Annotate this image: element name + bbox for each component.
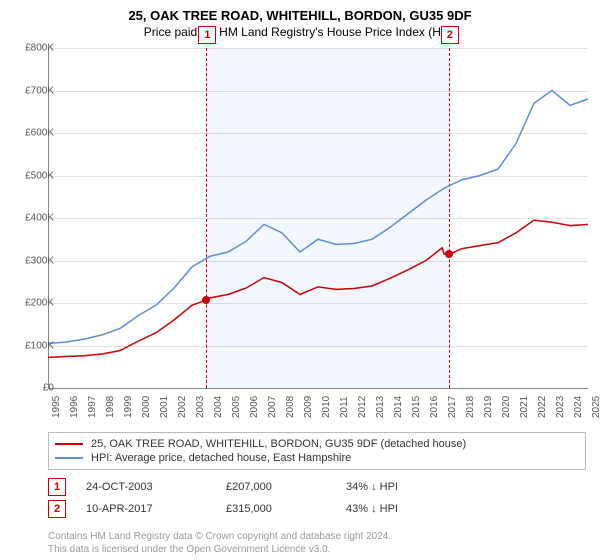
y-axis-label: £0	[10, 383, 54, 394]
x-axis-label: 2023	[555, 396, 566, 418]
x-axis-label: 2012	[357, 396, 368, 418]
marker-label: 2	[441, 26, 459, 44]
y-axis-label: £400K	[10, 213, 54, 224]
x-axis-label: 2004	[213, 396, 224, 418]
x-axis-label: 2007	[267, 396, 278, 418]
event-row: 2 10-APR-2017£315,00043% ↓ HPI	[48, 500, 588, 518]
x-axis-label: 2018	[465, 396, 476, 418]
x-axis-label: 1998	[105, 396, 116, 418]
legend-label: 25, OAK TREE ROAD, WHITEHILL, BORDON, GU…	[91, 438, 466, 450]
x-axis-label: 2014	[393, 396, 404, 418]
y-axis-label: £100K	[10, 340, 54, 351]
y-axis-label: £700K	[10, 85, 54, 96]
chart-area: 12	[48, 48, 588, 388]
copyright-line-1: Contains HM Land Registry data © Crown c…	[48, 530, 391, 543]
x-axis-label: 1995	[51, 396, 62, 418]
hpi-line	[48, 91, 588, 344]
legend-label: HPI: Average price, detached house, East…	[91, 452, 351, 464]
legend-item: HPI: Average price, detached house, East…	[55, 451, 579, 465]
legend-swatch	[55, 457, 83, 459]
event-marker: 2	[48, 500, 66, 518]
x-axis-label: 2005	[231, 396, 242, 418]
x-axis-label: 2000	[141, 396, 152, 418]
marker-label: 1	[198, 26, 216, 44]
legend-swatch	[55, 443, 83, 445]
x-axis-label: 2025	[591, 396, 600, 418]
x-axis-label: 2009	[303, 396, 314, 418]
x-axis-label: 1999	[123, 396, 134, 418]
x-axis-label: 2003	[195, 396, 206, 418]
x-axis-label: 2020	[501, 396, 512, 418]
x-axis-label: 2024	[573, 396, 584, 418]
y-axis-label: £200K	[10, 298, 54, 309]
x-axis-label: 1997	[87, 396, 98, 418]
x-axis-label: 2021	[519, 396, 530, 418]
y-axis-label: £500K	[10, 170, 54, 181]
x-axis-label: 2008	[285, 396, 296, 418]
event-pct: 43% ↓ HPI	[346, 503, 466, 515]
event-pct: 34% ↓ HPI	[346, 481, 466, 493]
title-sub: Price paid vs. HM Land Registry's House …	[0, 23, 600, 39]
line-svg	[48, 48, 588, 388]
property-line	[48, 220, 588, 357]
x-axis-label: 2001	[159, 396, 170, 418]
legend-item: 25, OAK TREE ROAD, WHITEHILL, BORDON, GU…	[55, 437, 579, 451]
legend: 25, OAK TREE ROAD, WHITEHILL, BORDON, GU…	[48, 432, 586, 470]
event-row: 1 24-OCT-2003£207,00034% ↓ HPI	[48, 478, 588, 496]
x-axis-label: 2006	[249, 396, 260, 418]
y-axis-label: £600K	[10, 128, 54, 139]
x-axis-label: 1996	[69, 396, 80, 418]
event-date: 10-APR-2017	[86, 503, 226, 515]
event-price: £315,000	[226, 503, 346, 515]
x-axis	[48, 388, 588, 389]
event-price: £207,000	[226, 481, 346, 493]
x-axis-label: 2015	[411, 396, 422, 418]
x-axis-label: 2011	[339, 396, 350, 418]
chart-container: 25, OAK TREE ROAD, WHITEHILL, BORDON, GU…	[0, 0, 600, 560]
copyright-line-2: This data is licensed under the Open Gov…	[48, 543, 391, 556]
event-marker: 1	[48, 478, 66, 496]
y-axis-label: £800K	[10, 43, 54, 54]
x-axis-label: 2019	[483, 396, 494, 418]
x-axis-label: 2016	[429, 396, 440, 418]
x-axis-label: 2002	[177, 396, 188, 418]
title-main: 25, OAK TREE ROAD, WHITEHILL, BORDON, GU…	[0, 0, 600, 23]
x-axis-label: 2013	[375, 396, 386, 418]
x-axis-label: 2022	[537, 396, 548, 418]
copyright: Contains HM Land Registry data © Crown c…	[48, 530, 391, 556]
event-date: 24-OCT-2003	[86, 481, 226, 493]
y-axis-label: £300K	[10, 255, 54, 266]
x-axis-label: 2010	[321, 396, 332, 418]
x-axis-label: 2017	[447, 396, 458, 418]
